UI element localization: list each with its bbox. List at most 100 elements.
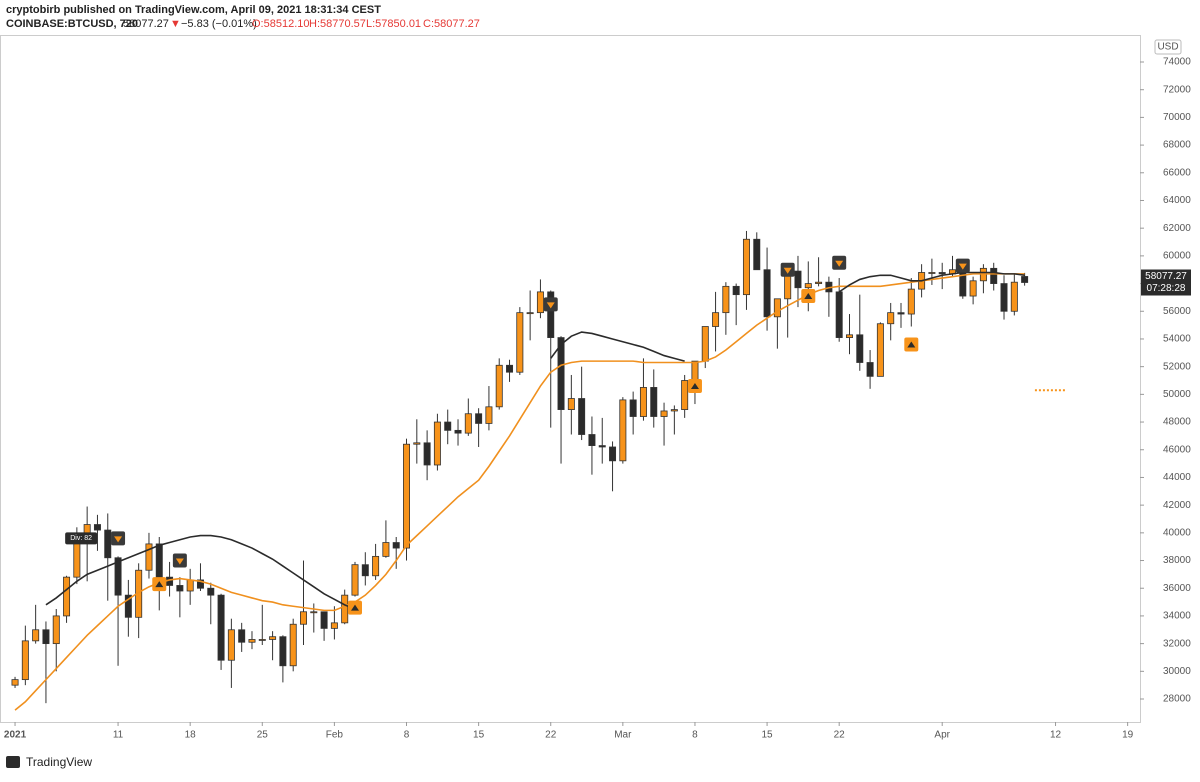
candle-body <box>536 291 544 314</box>
candle-body <box>351 564 359 596</box>
candle-body <box>938 272 946 275</box>
candle-body <box>73 540 81 578</box>
countdown: 07:28:28 <box>1147 283 1186 294</box>
sell-signal <box>955 258 970 273</box>
y-tick-label: 56000 <box>1163 306 1191 317</box>
candle-body <box>876 323 884 377</box>
y-tick-label: 74000 <box>1163 57 1191 68</box>
candle-body <box>176 585 184 592</box>
candle-body <box>382 542 390 557</box>
signal-arrow <box>114 536 123 543</box>
sell-signal <box>780 262 795 277</box>
candle-body <box>742 238 750 296</box>
pane-border <box>0 35 1141 723</box>
candle-body <box>124 594 132 618</box>
logo <box>6 756 20 768</box>
x-tick-label: 15 <box>762 730 774 741</box>
currency: USD <box>1157 42 1178 53</box>
candle-body <box>279 636 287 667</box>
signal-arrow <box>546 302 555 309</box>
y-tick-label: 62000 <box>1163 223 1191 234</box>
y-tick-label: 70000 <box>1163 112 1191 123</box>
candle-body <box>93 524 101 531</box>
candle-body <box>588 434 596 446</box>
candle-body <box>712 312 720 327</box>
candle-body <box>42 629 50 645</box>
sell-signal <box>832 255 847 270</box>
y-tick-label: 28000 <box>1163 694 1191 705</box>
candle-body <box>186 579 194 592</box>
x-tick-label: 15 <box>473 730 485 741</box>
y-tick-label: 72000 <box>1163 84 1191 95</box>
candle-body <box>619 399 627 462</box>
candle-body <box>763 269 771 318</box>
candle-body <box>114 557 122 596</box>
candle-body <box>475 413 483 424</box>
candle-body <box>1000 283 1008 312</box>
plot: Div: 82 <box>11 230 1066 711</box>
price-label: 58077.27 <box>1145 271 1187 282</box>
candle-body <box>310 611 318 614</box>
ma-line <box>550 331 685 362</box>
candle-body <box>609 446 617 462</box>
candle-body <box>660 410 668 417</box>
ma-line <box>45 534 356 610</box>
signal-arrow <box>907 341 916 348</box>
candle-body <box>526 312 534 315</box>
signal-arrow <box>783 267 792 274</box>
candle-body <box>238 629 246 643</box>
x-tick-label: 2021 <box>4 730 27 741</box>
candle-body <box>990 267 998 284</box>
candle-body <box>866 362 874 377</box>
candle-body <box>392 542 400 549</box>
y-tick-label: 66000 <box>1163 167 1191 178</box>
signal-arrow <box>835 260 844 267</box>
x-tick-label: 19 <box>1122 730 1134 741</box>
x-tick-label: 8 <box>404 730 410 741</box>
candle-body <box>104 529 112 559</box>
candle-body <box>217 594 225 661</box>
candle-body <box>670 409 678 412</box>
buy-signal <box>348 600 363 615</box>
candle-body <box>433 421 441 466</box>
signal-arrow <box>155 581 164 588</box>
candle-body <box>300 611 307 625</box>
candle-body <box>567 398 575 410</box>
signal-arrow <box>958 263 967 270</box>
candle-body <box>444 421 452 431</box>
symbol: COINBASE:BTCUSD, 720 <box>6 18 138 30</box>
candle-body <box>598 445 606 448</box>
candle-body <box>320 611 328 629</box>
y-tick-label: 46000 <box>1163 444 1191 455</box>
y-tick-label: 36000 <box>1163 583 1191 594</box>
x-tick-label: 25 <box>257 730 269 741</box>
candle-body <box>959 269 967 297</box>
candle-body <box>63 576 71 617</box>
candle-body <box>557 337 565 410</box>
sell-signal <box>111 531 126 546</box>
candle-body <box>650 387 658 417</box>
candle-body <box>403 443 411 549</box>
candle-body <box>207 587 215 596</box>
candle-body <box>969 280 977 297</box>
close: C:58077.27 <box>423 18 480 30</box>
candle-body <box>258 639 266 641</box>
y-tick-label: 68000 <box>1163 140 1191 151</box>
ma-line <box>14 273 1025 711</box>
open: O:58512.10 <box>252 18 310 30</box>
candle-body <box>454 429 462 434</box>
candle-body <box>629 399 637 417</box>
x-tick-label: 22 <box>834 730 846 741</box>
y-tick-label: 60000 <box>1163 251 1191 262</box>
candle-body <box>269 636 277 640</box>
x-tick-label: 22 <box>545 730 557 741</box>
y-tick-label: 34000 <box>1163 611 1191 622</box>
signal-arrow <box>175 558 184 565</box>
candle-body <box>361 564 369 577</box>
candle-body <box>547 291 555 338</box>
candle-body <box>701 326 709 362</box>
candle-body <box>856 334 864 363</box>
change: −5.83 (−0.01%) <box>181 18 257 30</box>
y-tick-label: 38000 <box>1163 555 1191 566</box>
x-tick-label: Mar <box>614 730 632 741</box>
